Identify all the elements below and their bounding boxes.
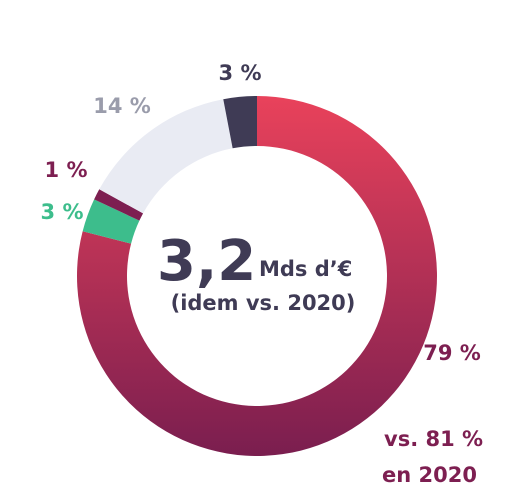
slice-labels: 79 % 3 % 1 % 14 % 3 % — [41, 61, 481, 365]
comparison-note: vs. 81 % en 2020 — [382, 427, 483, 487]
slice-label-5: 3 % — [219, 61, 262, 85]
center-value: 3,2 — [157, 229, 256, 294]
slice-4 — [99, 99, 233, 214]
slice-label-2: 3 % — [41, 200, 84, 224]
slice-3 — [94, 189, 144, 221]
center-text: 3,2 Mds d’€ (idem vs. 2020) — [157, 229, 355, 315]
slice-label-4: 14 % — [93, 94, 151, 118]
donut-slices — [77, 96, 438, 456]
note-line-2: en 2020 — [382, 463, 477, 487]
center-subtitle: (idem vs. 2020) — [171, 291, 356, 315]
slice-2 — [82, 199, 140, 244]
slice-label-3: 1 % — [45, 158, 88, 182]
center-unit: Mds d’€ — [259, 257, 352, 281]
note-line-1: vs. 81 % — [384, 427, 483, 451]
slice-label-1: 79 % — [423, 341, 481, 365]
slice-5 — [223, 96, 257, 149]
